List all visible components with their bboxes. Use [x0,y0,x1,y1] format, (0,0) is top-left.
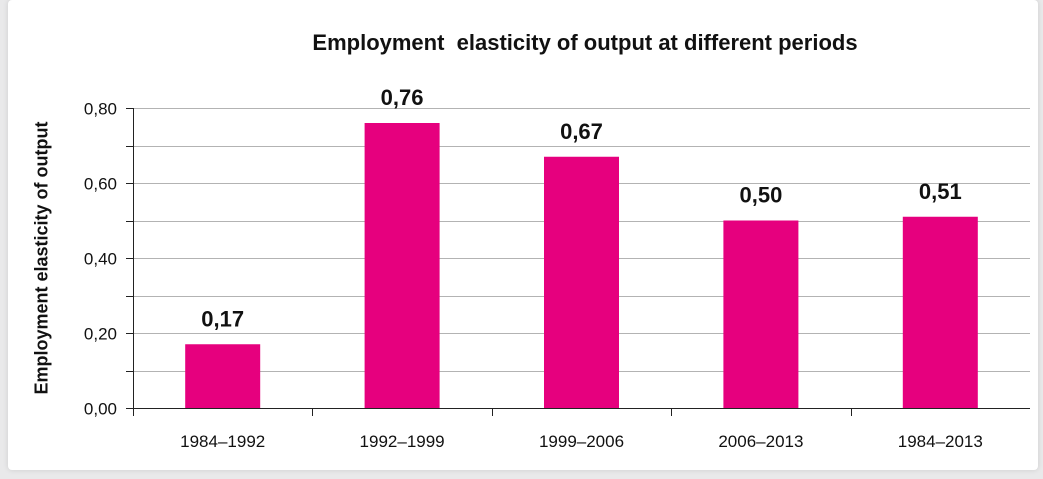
data-label: 0,51 [919,179,962,204]
chart-card [8,0,1038,470]
y-tick-label: 0,20 [84,325,117,344]
bar [723,220,799,408]
bar [364,123,440,408]
x-tick-label: 1984–2013 [898,432,983,451]
x-tick-label: 1999–2006 [539,432,624,451]
bar [185,344,261,408]
y-tick-label: 0,60 [84,175,117,194]
chart-title: Employment elasticity of output at diffe… [312,30,858,55]
data-label: 0,50 [739,183,782,208]
x-tick-label: 1984–1992 [180,432,265,451]
bar [544,156,619,408]
x-tick-label: 2006–2013 [718,432,803,451]
y-tick-label: 0,40 [84,250,117,269]
data-label: 0,17 [201,306,244,331]
y-tick-label: 0,80 [84,100,117,119]
data-label: 0,67 [560,119,603,144]
data-label: 0,76 [381,85,424,110]
bar [902,216,978,408]
x-tick-label: 1992–1999 [360,432,445,451]
y-tick-label: 0,00 [84,400,117,419]
